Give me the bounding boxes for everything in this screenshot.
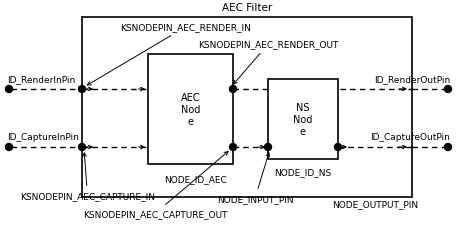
Text: NODE_ID_AEC: NODE_ID_AEC [164,174,227,183]
Text: KSNODEPIN_AEC_RENDER_OUT: KSNODEPIN_AEC_RENDER_OUT [198,40,338,85]
Text: NODE_INPUT_PIN: NODE_INPUT_PIN [217,153,293,203]
Circle shape [445,86,452,93]
Text: NODE_ID_NS: NODE_ID_NS [274,167,332,176]
Circle shape [79,144,85,151]
Circle shape [5,86,12,93]
Text: KSNODEPIN_AEC_CAPTURE_IN: KSNODEPIN_AEC_CAPTURE_IN [20,153,155,200]
Text: KSNODEPIN_AEC_CAPTURE_OUT: KSNODEPIN_AEC_CAPTURE_OUT [83,152,228,218]
Circle shape [79,86,85,93]
Circle shape [265,144,271,151]
Circle shape [335,144,341,151]
Circle shape [5,144,12,151]
Text: AEC Filter: AEC Filter [222,3,272,13]
Bar [268,80,338,159]
Bar [148,55,233,164]
Text: NS
Nod
e: NS Nod e [293,103,313,136]
Text: NODE_OUTPUT_PIN: NODE_OUTPUT_PIN [332,199,418,208]
Bar [82,18,412,197]
Text: ID_CaptureInPin: ID_CaptureInPin [7,133,79,142]
Circle shape [229,144,237,151]
Text: AEC
Nod
e: AEC Nod e [181,93,200,126]
Text: ID_RenderOutPin: ID_RenderOutPin [374,75,450,84]
Text: KSNODEPIN_AEC_RENDER_IN: KSNODEPIN_AEC_RENDER_IN [87,23,251,86]
Text: ID_CaptureOutPin: ID_CaptureOutPin [370,133,450,142]
Circle shape [445,144,452,151]
Circle shape [229,86,237,93]
Text: ID_RenderInPin: ID_RenderInPin [7,75,75,84]
